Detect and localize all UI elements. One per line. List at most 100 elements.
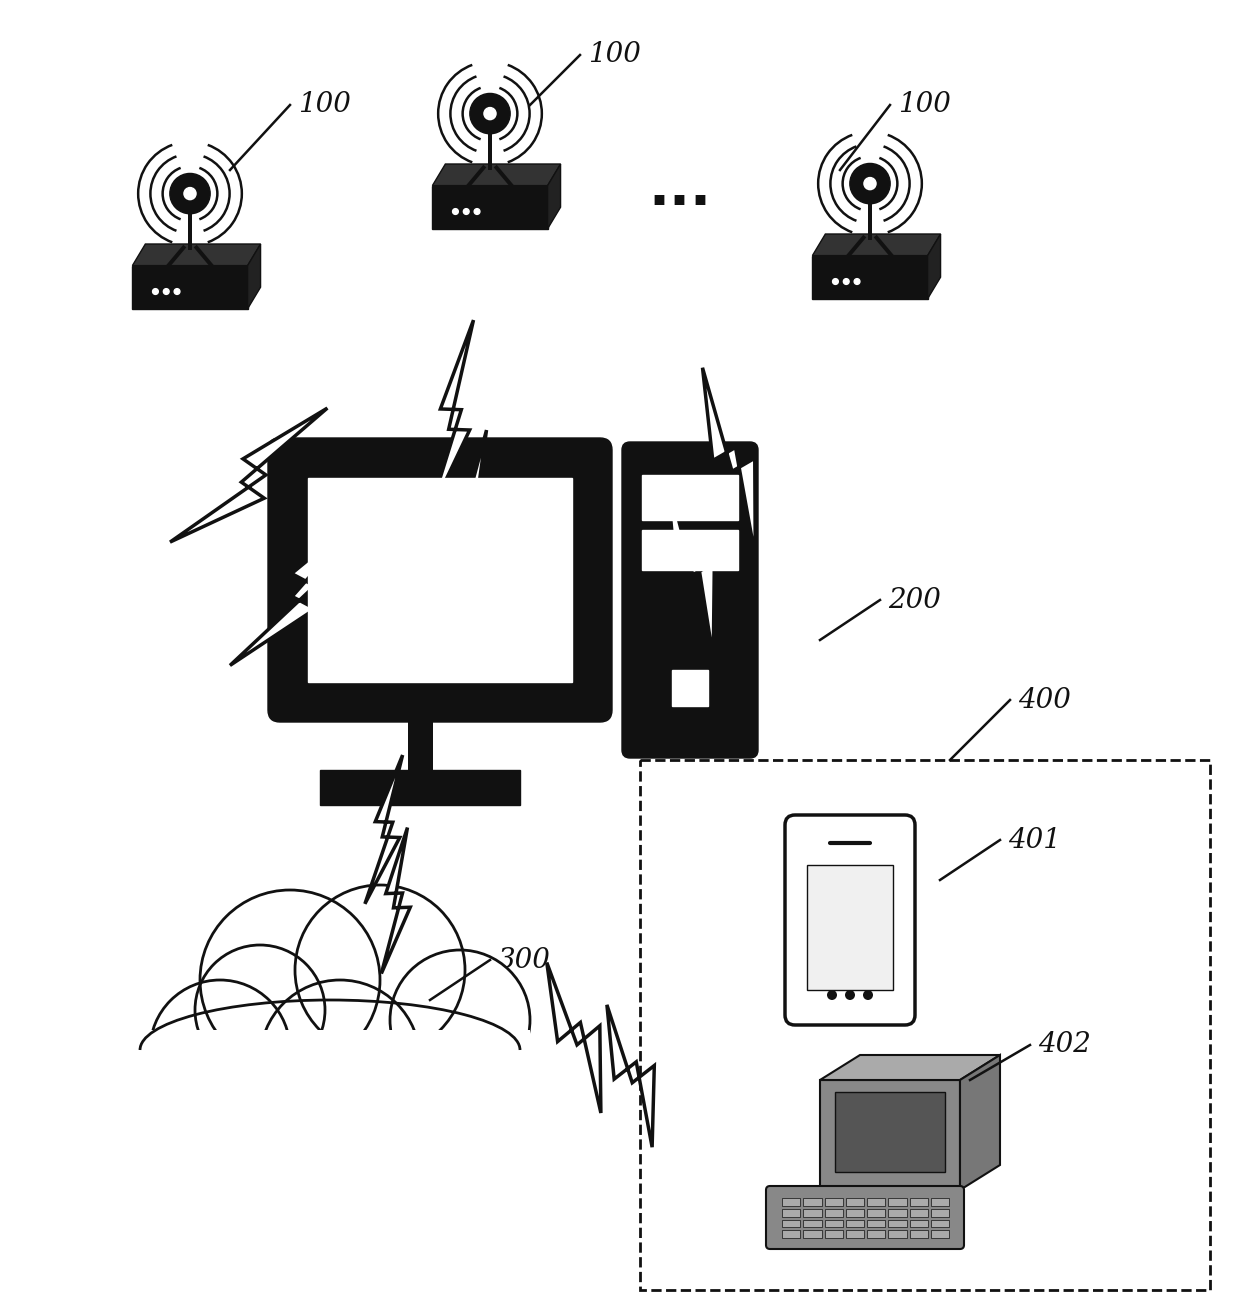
Text: 400: 400 (1018, 686, 1071, 714)
Circle shape (832, 279, 838, 284)
Polygon shape (170, 409, 327, 543)
Bar (825, 1230, 843, 1238)
Bar (888, 1230, 906, 1238)
Bar (804, 1209, 821, 1217)
Bar (807, 865, 893, 989)
Polygon shape (433, 185, 548, 229)
Bar (782, 1209, 800, 1217)
Circle shape (470, 93, 510, 134)
Polygon shape (667, 473, 714, 658)
Bar (867, 1209, 885, 1217)
Polygon shape (820, 1080, 960, 1190)
Bar (804, 1219, 821, 1227)
FancyBboxPatch shape (622, 442, 758, 758)
Circle shape (200, 890, 379, 1070)
Circle shape (150, 980, 290, 1120)
Text: 402: 402 (1038, 1031, 1091, 1059)
Bar (846, 1219, 864, 1227)
Circle shape (153, 289, 159, 294)
Bar (888, 1219, 906, 1227)
Polygon shape (433, 164, 560, 185)
Circle shape (464, 209, 469, 214)
Circle shape (474, 209, 480, 214)
Circle shape (295, 886, 465, 1055)
Bar (782, 1198, 800, 1206)
Circle shape (174, 289, 180, 294)
Bar (909, 1209, 928, 1217)
Bar (825, 1198, 843, 1206)
Bar (835, 1092, 945, 1172)
Circle shape (843, 279, 849, 284)
Bar (782, 1230, 800, 1238)
Bar (888, 1209, 906, 1217)
Circle shape (164, 289, 169, 294)
Polygon shape (133, 244, 260, 265)
Bar (825, 1219, 843, 1227)
Bar (308, 478, 572, 682)
Circle shape (849, 163, 890, 204)
Circle shape (864, 177, 875, 189)
Bar (846, 1230, 864, 1238)
Polygon shape (928, 234, 941, 298)
Text: 100: 100 (898, 92, 951, 118)
Bar (804, 1230, 821, 1238)
Text: 100: 100 (588, 42, 641, 68)
Polygon shape (133, 265, 248, 309)
Polygon shape (547, 963, 601, 1113)
Circle shape (827, 989, 837, 1000)
Circle shape (170, 173, 210, 214)
Polygon shape (229, 511, 367, 665)
Polygon shape (820, 1055, 999, 1080)
Bar (867, 1219, 885, 1227)
Polygon shape (248, 244, 260, 309)
Bar (320, 770, 520, 805)
Bar (909, 1230, 928, 1238)
Polygon shape (812, 256, 928, 298)
Bar (642, 474, 738, 520)
Bar (931, 1219, 949, 1227)
Bar (909, 1219, 928, 1227)
Text: 300: 300 (498, 946, 551, 974)
Bar (867, 1198, 885, 1206)
FancyBboxPatch shape (268, 438, 613, 721)
Circle shape (854, 279, 859, 284)
Circle shape (260, 980, 420, 1141)
Bar (642, 530, 738, 570)
Polygon shape (382, 828, 410, 974)
Polygon shape (960, 1055, 999, 1190)
Circle shape (195, 945, 325, 1075)
FancyBboxPatch shape (766, 1187, 963, 1250)
Text: 200: 200 (888, 586, 941, 614)
Polygon shape (703, 368, 755, 557)
Polygon shape (606, 1005, 655, 1147)
Bar (888, 1198, 906, 1206)
Bar (867, 1230, 885, 1238)
FancyBboxPatch shape (785, 815, 915, 1025)
Bar (130, 1030, 529, 1150)
Bar (931, 1209, 949, 1217)
Circle shape (184, 188, 196, 200)
Bar (640, 759, 1210, 1290)
Bar (931, 1198, 949, 1206)
Circle shape (453, 209, 459, 214)
Polygon shape (458, 430, 490, 631)
Bar (825, 1209, 843, 1217)
Polygon shape (365, 756, 403, 904)
Text: 401: 401 (1008, 827, 1061, 854)
Circle shape (863, 989, 873, 1000)
Polygon shape (428, 321, 474, 519)
Text: ...: ... (649, 163, 712, 217)
Polygon shape (548, 164, 560, 229)
Circle shape (391, 950, 529, 1091)
Bar (804, 1198, 821, 1206)
Bar (782, 1219, 800, 1227)
Bar (846, 1198, 864, 1206)
Polygon shape (812, 234, 941, 256)
Circle shape (844, 989, 856, 1000)
Bar (909, 1198, 928, 1206)
Circle shape (484, 108, 496, 120)
Bar (931, 1230, 949, 1238)
Bar (672, 670, 708, 706)
Text: 100: 100 (298, 92, 351, 118)
Bar (846, 1209, 864, 1217)
